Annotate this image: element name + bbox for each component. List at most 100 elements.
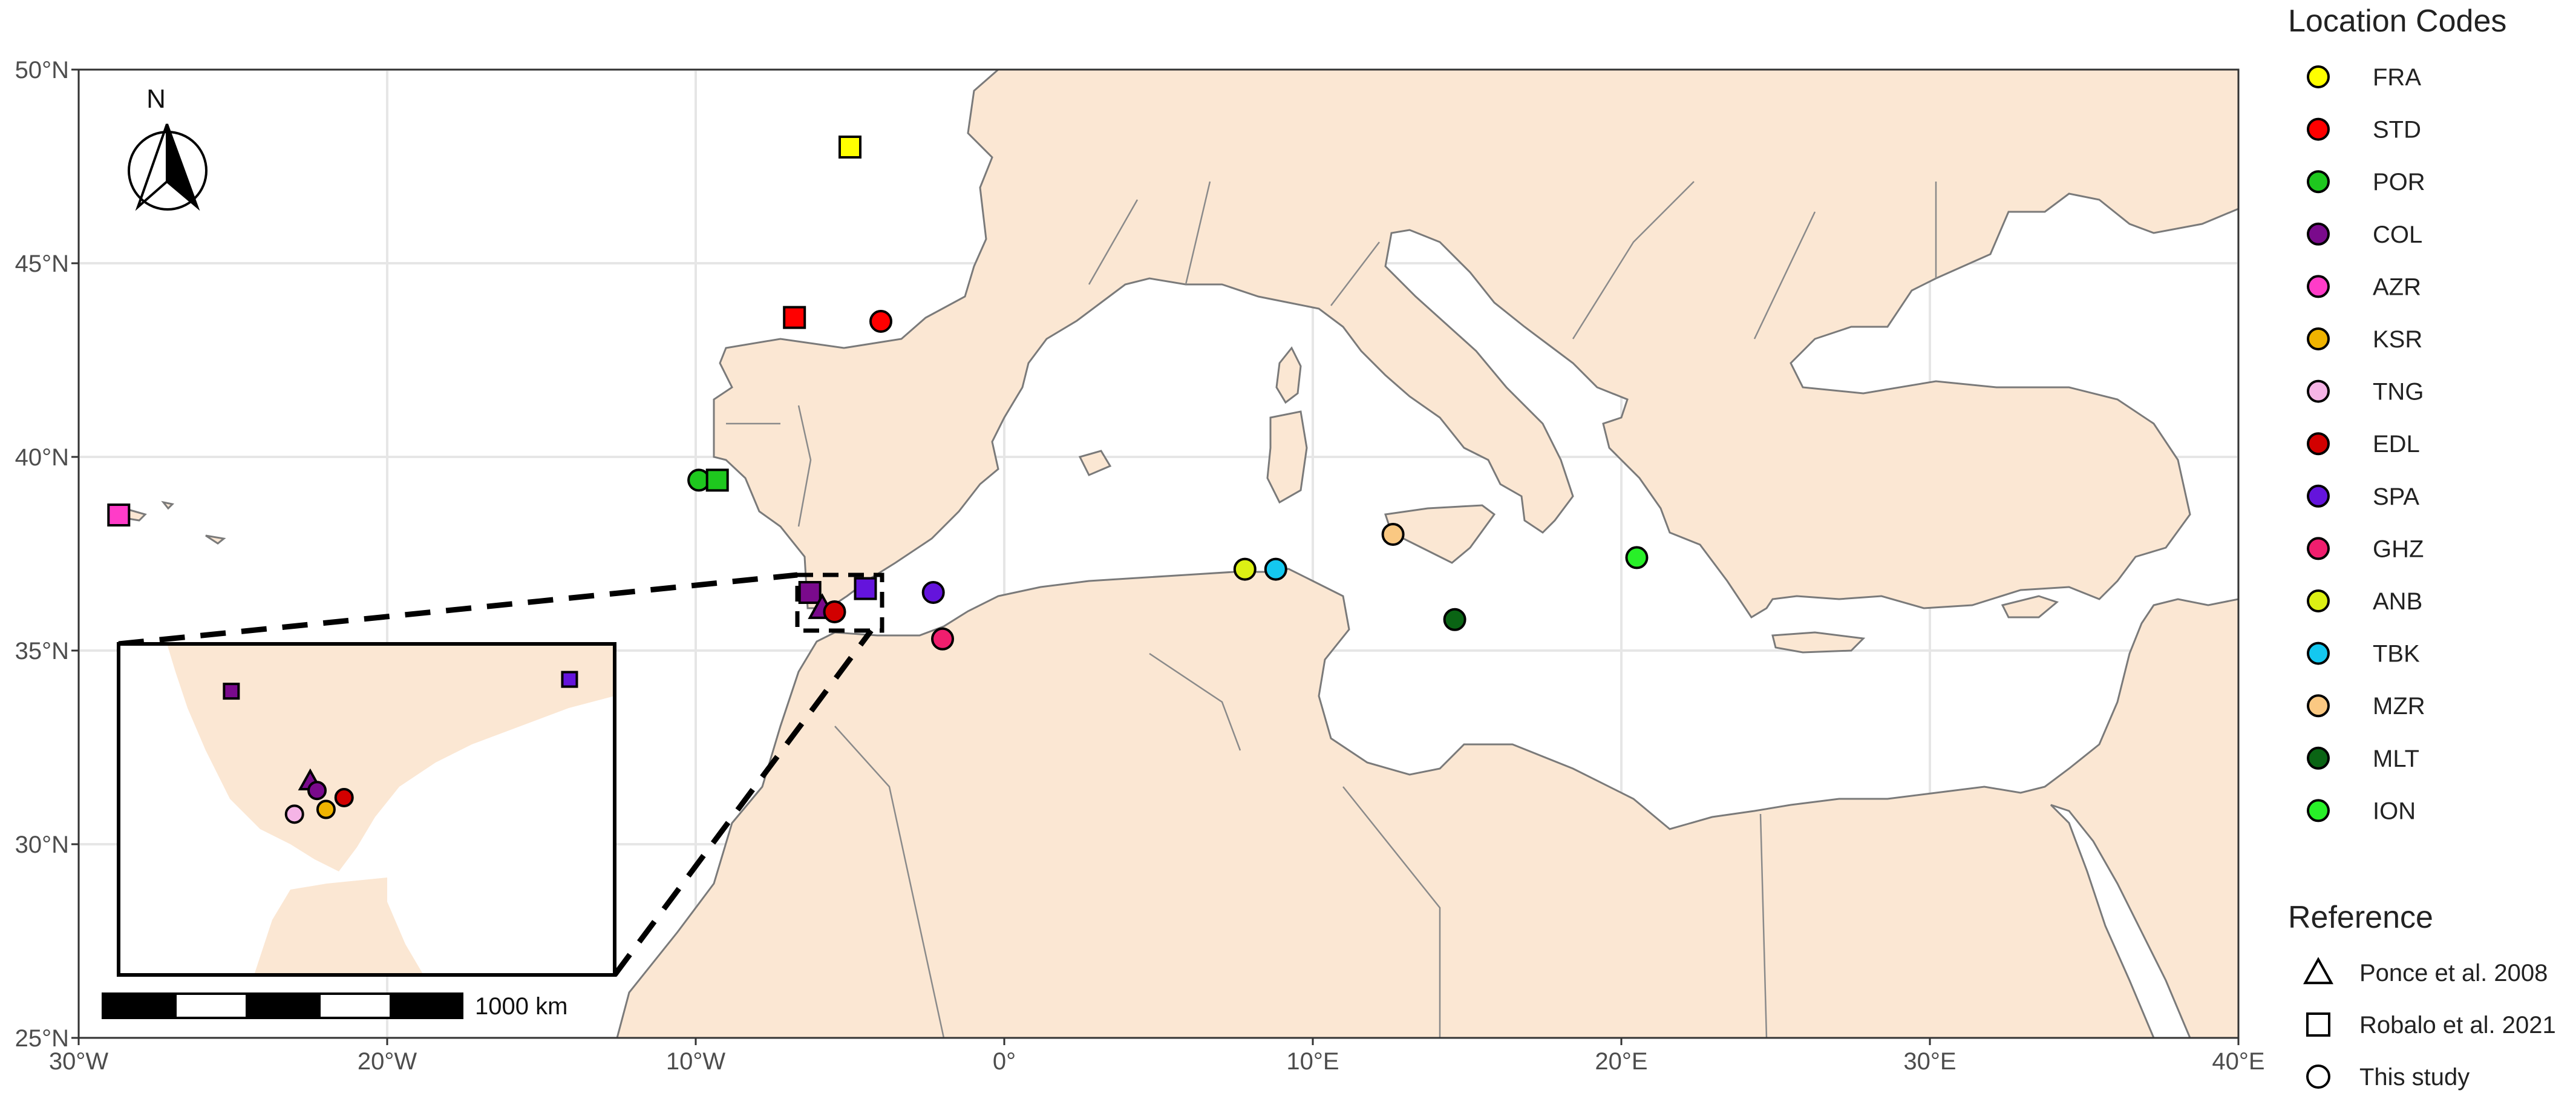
tick-label-lon: 30°E <box>1903 1048 1956 1075</box>
legend-label-ghz: GHZ <box>2373 536 2424 562</box>
legend-label-fra: FRA <box>2373 64 2421 91</box>
legend-key-mzr <box>2307 694 2330 718</box>
land-red-sea <box>2050 804 2191 1038</box>
legend-key-spa <box>2307 484 2330 508</box>
legend-reference-title: Reference <box>2288 900 2433 935</box>
scale-segment-4 <box>318 992 392 1019</box>
country-borders <box>726 181 1937 1038</box>
legend-key-std <box>2307 117 2330 141</box>
north-arrow-label: N <box>146 84 166 114</box>
legend-label-col: COL <box>2373 221 2422 248</box>
scale-outline <box>102 992 463 1019</box>
tick-label-lon: 20°W <box>358 1048 417 1075</box>
legend-locations-title: Location Codes <box>2288 4 2506 39</box>
sites-layer <box>107 136 1649 651</box>
tick-label-lat: 30°N <box>15 832 69 858</box>
legend-label-edl: EDL <box>2373 431 2420 458</box>
land-europe <box>713 70 2238 619</box>
legend-label-tbk: TBK <box>2373 641 2420 668</box>
site-tbk-circle <box>1264 557 1287 581</box>
legend-key-por <box>2307 170 2330 194</box>
legend-label-tng: TNG <box>2373 379 2424 405</box>
scale-bar: 1000 km <box>102 992 567 1020</box>
inset-connector <box>118 572 884 977</box>
tick-label-lat: 50°N <box>15 57 69 84</box>
inset-site-edl-circle <box>334 787 354 807</box>
legend-label-mlt: MLT <box>2373 746 2419 772</box>
legend-key-azr <box>2307 275 2330 298</box>
tick-label-lon: 0° <box>993 1048 1016 1075</box>
land-corsica <box>1275 346 1302 404</box>
inset-map <box>117 642 616 977</box>
site-azr-square <box>107 504 131 527</box>
site-ghz-circle <box>931 627 954 651</box>
site-ion-circle <box>1625 546 1649 569</box>
panel-border <box>77 68 2240 1039</box>
axis-ticks: 30°W 20°W 10°W 0° 10°E 20°E 30°E 40°E 25°N 30°N 35… <box>15 57 2265 1075</box>
scale-label: 1000 km <box>475 993 567 1020</box>
north-arrow-right-half <box>166 123 200 211</box>
tick-label-lon: 40°E <box>2212 1048 2264 1075</box>
tick-label-lat: 35°N <box>15 638 69 664</box>
legend-ref-label-square: Robalo et al. 2021 <box>2359 1012 2556 1038</box>
connector-line-bottom <box>612 629 874 977</box>
landmasses <box>120 70 2238 1038</box>
tick-label-lon: 20°E <box>1595 1048 1647 1075</box>
site-mzr-circle <box>1381 523 1405 546</box>
legend-ref-key-circle <box>2306 1065 2330 1089</box>
inset-site-spa-square <box>561 671 578 688</box>
inset-site-tng-circle <box>284 804 304 824</box>
legend-key-fra <box>2307 65 2330 88</box>
land-africa <box>616 568 2238 1038</box>
legend-reference-items: Ponce et al. 2008 Robalo et al. 2021 This … <box>2303 957 2556 1091</box>
legend-label-ksr: KSR <box>2373 326 2422 353</box>
legend-label-spa: SPA <box>2373 484 2419 510</box>
legend-label-ion: ION <box>2373 798 2416 824</box>
inset-sites <box>223 671 578 824</box>
legend-locations-items: FRA STD POR COL AZR KSR TNG EDL SPA GHZ ANB TBK MZR M… <box>2307 64 2425 824</box>
legend-label-anb: ANB <box>2373 588 2422 615</box>
site-anb-circle <box>1233 557 1257 581</box>
north-arrow: N <box>128 84 208 211</box>
land-mallorca <box>1078 450 1112 476</box>
site-std-square <box>783 306 806 329</box>
connector-line-top <box>118 572 798 647</box>
legend-ref-key-square <box>2306 1012 2330 1037</box>
inset-land-iberia <box>167 644 615 871</box>
legend-locations: Location Codes FRA STD POR COL AZR KSR TNG EDL S… <box>2288 4 2506 824</box>
scale-segment-1 <box>103 994 175 1018</box>
legend-key-ghz <box>2307 537 2330 560</box>
legend-ref-key-triangle <box>2303 957 2333 985</box>
land-crete <box>1771 631 1866 654</box>
tick-label-lon: 10°W <box>666 1048 725 1075</box>
legend-ref-label-triangle: Ponce et al. 2008 <box>2359 960 2548 986</box>
legend-label-por: POR <box>2373 169 2425 195</box>
inset-site-ksr-circle <box>316 799 336 819</box>
site-por-square <box>705 468 729 492</box>
legend-key-edl <box>2307 432 2330 456</box>
site-spa-square <box>854 577 877 600</box>
legend-label-std: STD <box>2373 117 2421 143</box>
tick-label-lon: 30°W <box>49 1048 108 1075</box>
land-sardinia <box>1266 410 1308 504</box>
scale-segment-3 <box>247 994 319 1018</box>
tick-label-lon: 10°E <box>1286 1048 1339 1075</box>
zoom-box <box>795 572 884 633</box>
legend-ref-label-circle: This study <box>2359 1064 2470 1091</box>
legend-key-col <box>2307 222 2330 246</box>
site-col-square <box>798 581 822 604</box>
tick-label-lat: 45°N <box>15 251 69 277</box>
site-std-circle <box>869 310 892 333</box>
site-edl-circle <box>823 600 846 623</box>
inset-site-col-square <box>223 683 240 700</box>
land-cyprus <box>2001 595 2059 618</box>
site-spa-circle <box>921 581 945 604</box>
tick-label-lat: 40°N <box>15 444 69 471</box>
inset-site-col-circle <box>307 781 327 801</box>
legend-key-anb <box>2307 589 2330 612</box>
legend-label-mzr: MZR <box>2373 693 2425 720</box>
tick-label-lat: 25°N <box>15 1025 69 1052</box>
legend-label-azr: AZR <box>2373 274 2421 300</box>
north-arrow-ring <box>128 131 208 211</box>
